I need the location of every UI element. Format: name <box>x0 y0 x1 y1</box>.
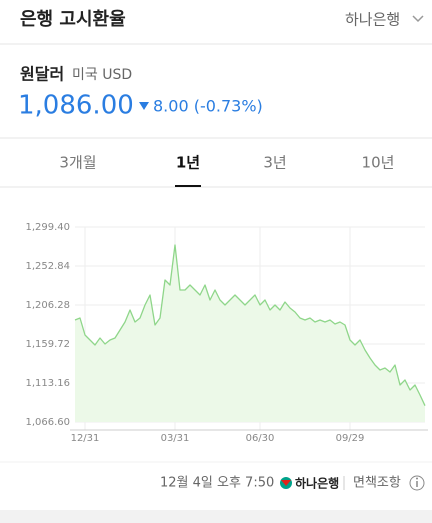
rate: 1,086.00 <box>18 91 134 121</box>
pair-name: 원달러 <box>20 65 64 84</box>
timestamp: 12월 4일 오후 7:50 <box>160 476 274 491</box>
chevron-icon[interactable] <box>412 15 424 23</box>
disclaimer-link[interactable]: 면책조항 <box>353 476 401 491</box>
y-tick-label: 1,159.72 <box>25 339 70 350</box>
down-arrow <box>139 102 149 110</box>
bank-selector[interactable]: 하나은행 <box>345 11 400 29</box>
chart: 1,066.60 1,113.16 1,159.72 1,206.28 1,252.84… <box>25 222 428 444</box>
page-title: 은행 고시환율 <box>20 8 126 30</box>
tab[interactable]: 3년 <box>263 154 286 172</box>
y-tick-label: 1,299.40 <box>25 222 70 233</box>
bank-logo: 하나은행 <box>295 476 339 491</box>
y-tick-label: 1,066.60 <box>25 417 70 428</box>
tab[interactable]: 3개월 <box>59 154 96 172</box>
tab-active[interactable]: 1년 <box>176 154 200 172</box>
x-tick-label: 12/31 <box>71 433 100 444</box>
logo-icon <box>281 480 291 486</box>
rate-change: 8.00 (-0.73%) <box>153 97 263 116</box>
y-tick-label: 1,113.16 <box>25 378 70 389</box>
y-tick-label: 1,206.28 <box>25 300 70 311</box>
x-tick-label: 09/29 <box>336 433 365 444</box>
info-icon <box>416 477 418 480</box>
info-icon[interactable] <box>409 475 425 491</box>
y-tick-label: 1,252.84 <box>25 261 70 272</box>
currency-name: 미국 USD <box>72 67 132 83</box>
x-tick-label: 06/30 <box>246 433 275 444</box>
line <box>74 244 426 406</box>
area <box>75 245 425 422</box>
tab[interactable]: 10년 <box>362 154 395 172</box>
x-tick-label: 03/31 <box>161 433 190 444</box>
bottom-band <box>0 510 432 523</box>
